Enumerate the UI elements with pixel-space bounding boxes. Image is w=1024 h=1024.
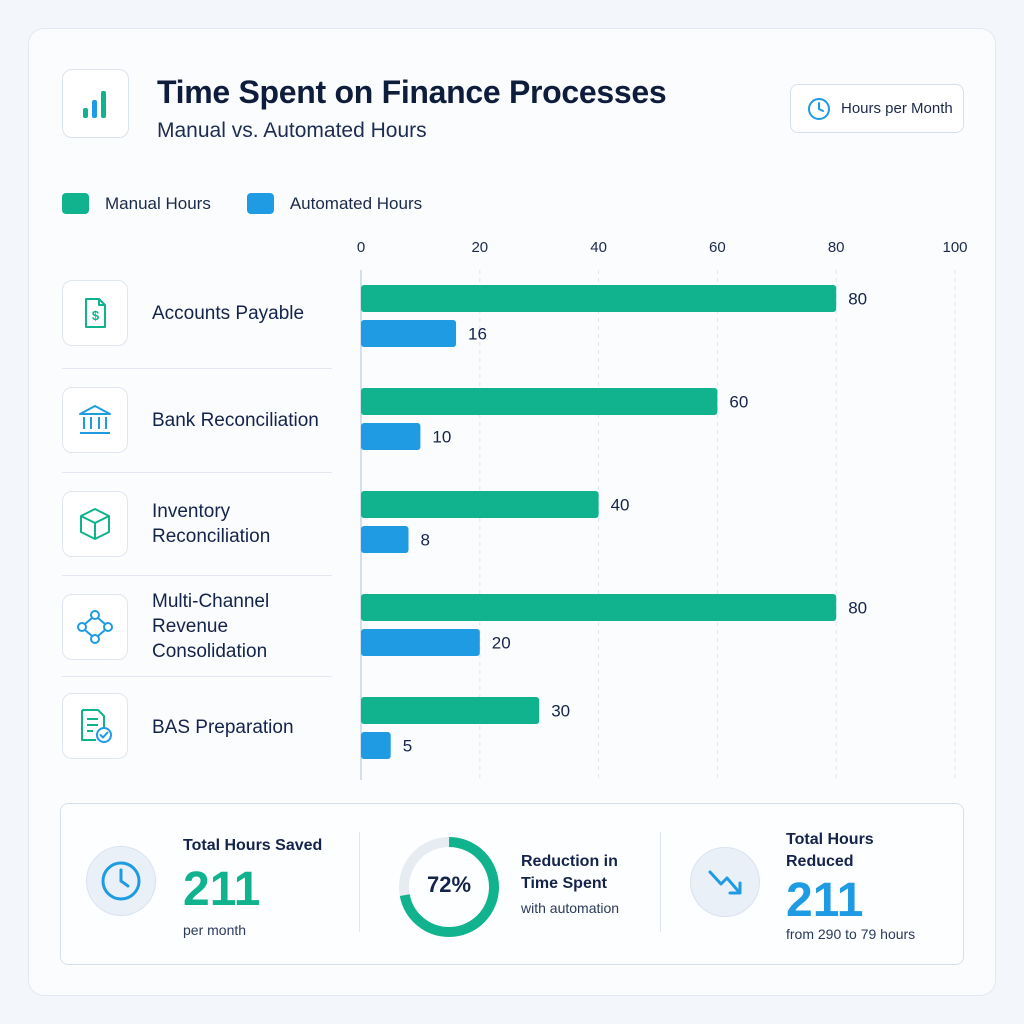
row-divider xyxy=(62,368,332,369)
invoice-dollar-icon: $ xyxy=(62,280,128,346)
saved-label: Total Hours Saved xyxy=(183,837,323,854)
legend-label-manual: Manual Hours xyxy=(105,193,211,213)
x-tick-label: 60 xyxy=(709,239,726,256)
page-title: Time Spent on Finance Processes xyxy=(157,74,667,110)
reduction-note: with automation xyxy=(521,900,620,916)
reduced-note: from 290 to 79 hours xyxy=(786,926,916,942)
unit-badge: Hours per Month xyxy=(790,84,964,133)
data-label: 60 xyxy=(729,393,748,412)
automated-bar xyxy=(361,732,391,759)
row-label-accounts-payable: Accounts Payable xyxy=(152,303,305,324)
manual-bar xyxy=(361,491,599,518)
data-label: 80 xyxy=(848,290,867,309)
data-label: 20 xyxy=(492,634,511,653)
legend-swatch-manual xyxy=(62,193,89,214)
row-divider xyxy=(62,472,332,473)
row-label-inventory-reconciliation: Inventory Reconciliation xyxy=(152,501,271,547)
automated-bar xyxy=(361,423,421,450)
data-label: 10 xyxy=(432,428,451,447)
bar-chart-icon xyxy=(82,90,106,118)
reduction-percent: 72% xyxy=(426,872,472,897)
network-icon xyxy=(62,594,128,660)
chart-logo xyxy=(62,69,129,138)
row-divider xyxy=(62,676,332,677)
svg-text:$: $ xyxy=(92,308,100,323)
reduction-label: Reduction in Time Spent xyxy=(521,853,618,892)
summary-divider xyxy=(660,832,661,932)
saved-value: 211 xyxy=(183,863,261,916)
legend-label-automated: Automated Hours xyxy=(289,193,423,213)
page-subtitle: Manual vs. Automated Hours xyxy=(157,119,427,142)
document-check-icon xyxy=(62,693,128,759)
legend-swatch-automated xyxy=(246,193,274,214)
summary-divider xyxy=(359,832,360,932)
legend: Manual Hours Automated Hours xyxy=(62,193,422,214)
clock-icon xyxy=(101,861,141,901)
reduction-donut xyxy=(399,837,499,937)
x-tick-label: 0 xyxy=(357,239,365,256)
x-tick-label: 20 xyxy=(471,239,488,256)
x-tick-label: 40 xyxy=(590,239,607,256)
reduced-value: 211 xyxy=(786,874,864,927)
saved-note: per month xyxy=(183,922,247,938)
data-label: 16 xyxy=(468,325,487,344)
data-label: 5 xyxy=(403,737,412,756)
row-divider xyxy=(62,575,332,576)
x-tick-label: 80 xyxy=(828,239,845,256)
manual-bar xyxy=(361,285,837,312)
summary-panel xyxy=(60,803,964,965)
bar-chart: 0 20 40 60 80 100 80 16 60 10 40 8 80 20 30 5 xyxy=(357,239,968,780)
data-label: 8 xyxy=(421,531,430,550)
summary-saved-icon-wrap xyxy=(86,846,156,916)
automated-bar xyxy=(361,629,480,656)
legend-item-automated: Automated Hours xyxy=(246,193,423,214)
bank-icon xyxy=(62,387,128,453)
box-icon xyxy=(62,491,128,557)
manual-bar xyxy=(361,594,837,621)
data-label: 40 xyxy=(611,496,630,515)
automated-bar xyxy=(361,320,457,347)
row-label-bank-reconciliation: Bank Reconciliation xyxy=(152,410,319,431)
data-label: 30 xyxy=(551,702,570,721)
donut-progress-arc xyxy=(399,837,499,937)
manual-bar xyxy=(361,388,718,415)
clock-icon xyxy=(808,97,830,120)
automated-bar xyxy=(361,526,409,553)
reduced-label: Total Hours Reduced xyxy=(786,831,874,870)
x-tick-label: 100 xyxy=(942,239,967,256)
summary-reduced-icon-wrap xyxy=(690,847,760,917)
manual-bar xyxy=(361,697,540,724)
trend-down-icon xyxy=(708,870,742,895)
unit-label: Hours per Month xyxy=(841,100,953,117)
data-label: 80 xyxy=(848,599,867,618)
row-label-bas-preparation: BAS Preparation xyxy=(152,717,294,738)
legend-item-manual: Manual Hours xyxy=(62,193,211,214)
row-label-revenue-consolidation: Multi-Channel Revenue Consolidation xyxy=(152,591,270,662)
